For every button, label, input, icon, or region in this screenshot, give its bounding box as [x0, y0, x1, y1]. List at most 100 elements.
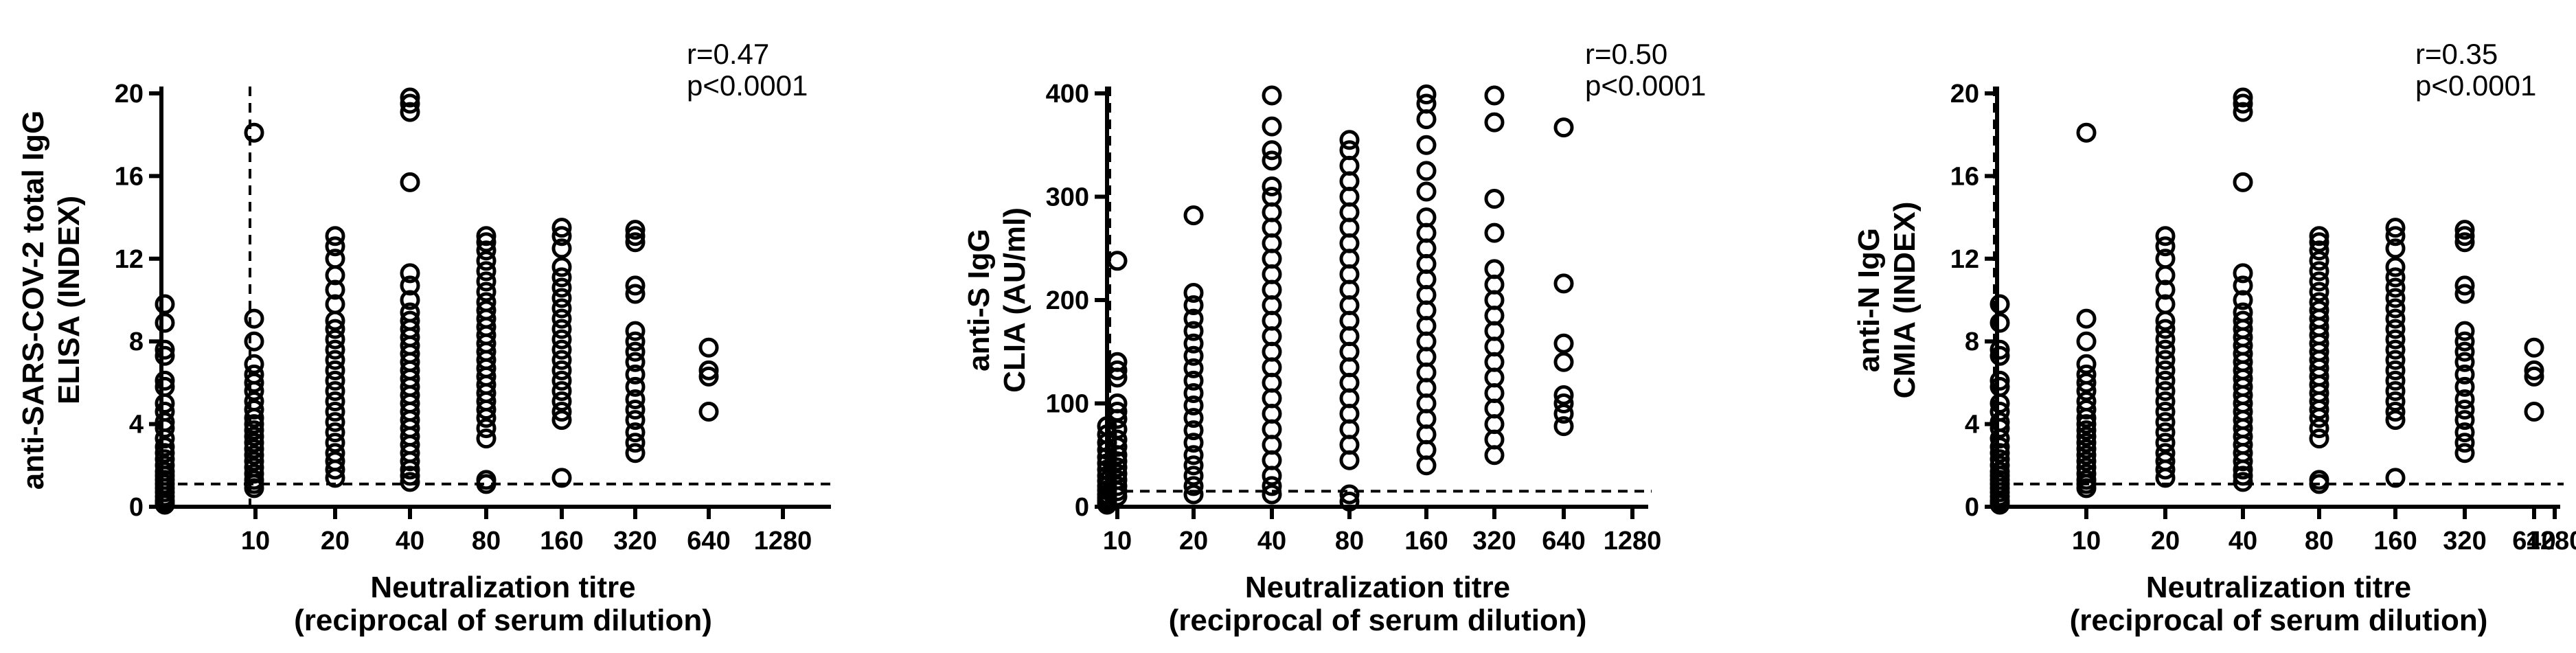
- data-point: [625, 410, 646, 431]
- data-point: [400, 275, 420, 296]
- data-point: [2385, 391, 2406, 411]
- data-point: [2076, 433, 2097, 453]
- data-point: [1107, 409, 1128, 429]
- data-point: [2155, 422, 2176, 443]
- data-point: [2155, 459, 2176, 480]
- data-point: [400, 459, 420, 480]
- stat-annotation: r=0.47: [687, 38, 769, 70]
- data-point: [1262, 85, 1282, 106]
- data-point: [1990, 370, 2010, 391]
- data-point: [1484, 445, 1505, 466]
- data-point: [325, 329, 345, 350]
- data-point: [1484, 222, 1505, 243]
- stat-annotation: p<0.0001: [687, 69, 808, 102]
- x-tick-label: 160: [1404, 527, 1448, 555]
- data-point: [1416, 84, 1437, 105]
- data-point: [1416, 135, 1437, 155]
- data-point: [2233, 93, 2253, 114]
- data-point: [2454, 321, 2475, 341]
- data-point: [1107, 445, 1128, 466]
- data-point: [476, 418, 497, 439]
- data-point: [2454, 433, 2475, 453]
- data-point: [1107, 486, 1128, 507]
- data-point: [1553, 393, 1574, 413]
- data-point: [2155, 370, 2176, 391]
- x-tick-label: 160: [540, 527, 583, 555]
- data-point: [2233, 472, 2253, 492]
- x-axis-title: (reciprocal of serum dilution): [2070, 604, 2488, 637]
- x-axis-title: Neutralization titre: [2146, 571, 2411, 604]
- x-tick-label: 80: [2305, 527, 2334, 555]
- data-point: [2385, 350, 2406, 370]
- data-point: [1107, 251, 1128, 271]
- data-point: [155, 339, 175, 360]
- data-point: [2233, 459, 2253, 480]
- data-point: [155, 393, 175, 413]
- data-point: [1183, 382, 1204, 403]
- data-point: [2309, 282, 2329, 302]
- y-tick-label: 300: [1046, 183, 1089, 212]
- x-tick-label: 1280: [1604, 527, 1662, 555]
- data-point: [1183, 445, 1204, 466]
- x-axis-title: Neutralization titre: [1245, 571, 1510, 604]
- data-point: [2076, 463, 2097, 484]
- data-point: [155, 370, 175, 391]
- data-point: [2155, 265, 2176, 286]
- data-point: [244, 122, 264, 143]
- data-point: [551, 380, 572, 401]
- data-point: [551, 308, 572, 329]
- data-point: [244, 420, 264, 441]
- y-tick-label: 16: [115, 162, 144, 191]
- data-point: [551, 468, 572, 488]
- stat-annotation: r=0.35: [2415, 38, 2498, 70]
- data-point: [325, 468, 345, 488]
- data-point: [1484, 112, 1505, 133]
- data-point: [2309, 226, 2329, 247]
- y-tick-label: 12: [1950, 245, 1979, 274]
- data-point: [2076, 122, 2097, 143]
- data-point: [2385, 277, 2406, 298]
- y-tick-label: 16: [1950, 162, 1979, 191]
- data-point: [244, 439, 264, 459]
- y-tick-label: 400: [1046, 80, 1089, 108]
- data-point: [1990, 312, 2010, 333]
- y-tick-label: 12: [115, 245, 144, 274]
- data-point: [551, 267, 572, 288]
- data-point: [2155, 468, 2176, 488]
- data-point: [1183, 420, 1204, 441]
- data-point: [476, 251, 497, 271]
- data-point: [1183, 370, 1204, 391]
- data-point: [2155, 226, 2176, 247]
- data-point: [155, 345, 175, 366]
- data-point: [2309, 474, 2329, 494]
- data-point: [325, 412, 345, 433]
- data-point: [2076, 408, 2097, 428]
- data-point: [2076, 354, 2097, 374]
- data-point: [1339, 484, 1360, 505]
- data-point: [2155, 236, 2176, 257]
- data-point: [2454, 232, 2475, 253]
- data-point: [2155, 402, 2176, 422]
- data-point: [1484, 189, 1505, 209]
- data-point: [476, 271, 497, 292]
- data-point: [2233, 102, 2253, 122]
- x-tick-label: 320: [2443, 527, 2486, 555]
- x-tick-label: 40: [396, 527, 424, 555]
- data-point: [2385, 329, 2406, 350]
- data-point: [1990, 443, 2010, 463]
- data-point: [625, 443, 646, 463]
- data-point: [400, 290, 420, 310]
- data-point: [2454, 422, 2475, 443]
- data-point: [1183, 345, 1204, 366]
- data-point: [244, 414, 264, 435]
- x-tick-label: 320: [1472, 527, 1516, 555]
- data-point: [1416, 161, 1437, 181]
- x-tick-label: 10: [241, 527, 270, 555]
- data-point: [1553, 333, 1574, 354]
- data-point: [1990, 393, 2010, 413]
- data-point: [2454, 410, 2475, 431]
- x-tick-label: 10: [1103, 527, 1132, 555]
- data-point: [1183, 396, 1204, 416]
- data-point: [625, 284, 646, 304]
